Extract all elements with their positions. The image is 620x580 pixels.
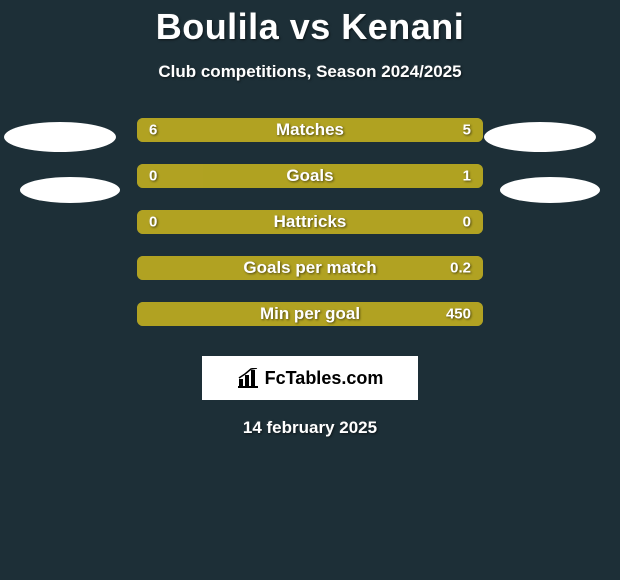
logo-text: FcTables.com bbox=[265, 368, 384, 389]
stat-bar-left-fill bbox=[137, 164, 203, 188]
stat-left-value: 6 bbox=[149, 122, 157, 139]
date-label: 14 february 2025 bbox=[0, 418, 620, 438]
subtitle: Club competitions, Season 2024/2025 bbox=[0, 62, 620, 82]
bar-chart-icon bbox=[237, 368, 259, 388]
stat-bar-left-fill bbox=[137, 302, 483, 326]
stat-right-value: 5 bbox=[463, 122, 471, 139]
stat-right-value: 0.2 bbox=[450, 260, 471, 277]
stat-bar-track: 00Hattricks bbox=[137, 210, 483, 234]
stat-right-value: 450 bbox=[446, 306, 471, 323]
page-title: Boulila vs Kenani bbox=[0, 0, 620, 48]
stat-left-value: 0 bbox=[149, 168, 157, 185]
stat-bar-track: 65Matches bbox=[137, 118, 483, 142]
stat-row: 0.2Goals per match bbox=[0, 256, 620, 280]
stat-bar-left-fill bbox=[137, 256, 483, 280]
decoration-ellipse bbox=[20, 177, 120, 203]
stat-bar-track: 0.2Goals per match bbox=[137, 256, 483, 280]
stat-right-value: 0 bbox=[463, 214, 471, 231]
stat-bar-track: 01Goals bbox=[137, 164, 483, 188]
fctables-logo: FcTables.com bbox=[202, 356, 418, 400]
stat-bar-right-fill bbox=[203, 164, 483, 188]
stat-bar-left-fill bbox=[137, 210, 483, 234]
stat-bar-track: 450Min per goal bbox=[137, 302, 483, 326]
decoration-ellipse bbox=[500, 177, 600, 203]
decoration-ellipse bbox=[4, 122, 116, 152]
stat-bar-left-fill bbox=[137, 118, 327, 142]
stat-right-value: 1 bbox=[463, 168, 471, 185]
stat-bar-right-fill bbox=[327, 118, 483, 142]
decoration-ellipse bbox=[484, 122, 596, 152]
stat-row: 450Min per goal bbox=[0, 302, 620, 326]
stat-left-value: 0 bbox=[149, 214, 157, 231]
stat-row: 00Hattricks bbox=[0, 210, 620, 234]
